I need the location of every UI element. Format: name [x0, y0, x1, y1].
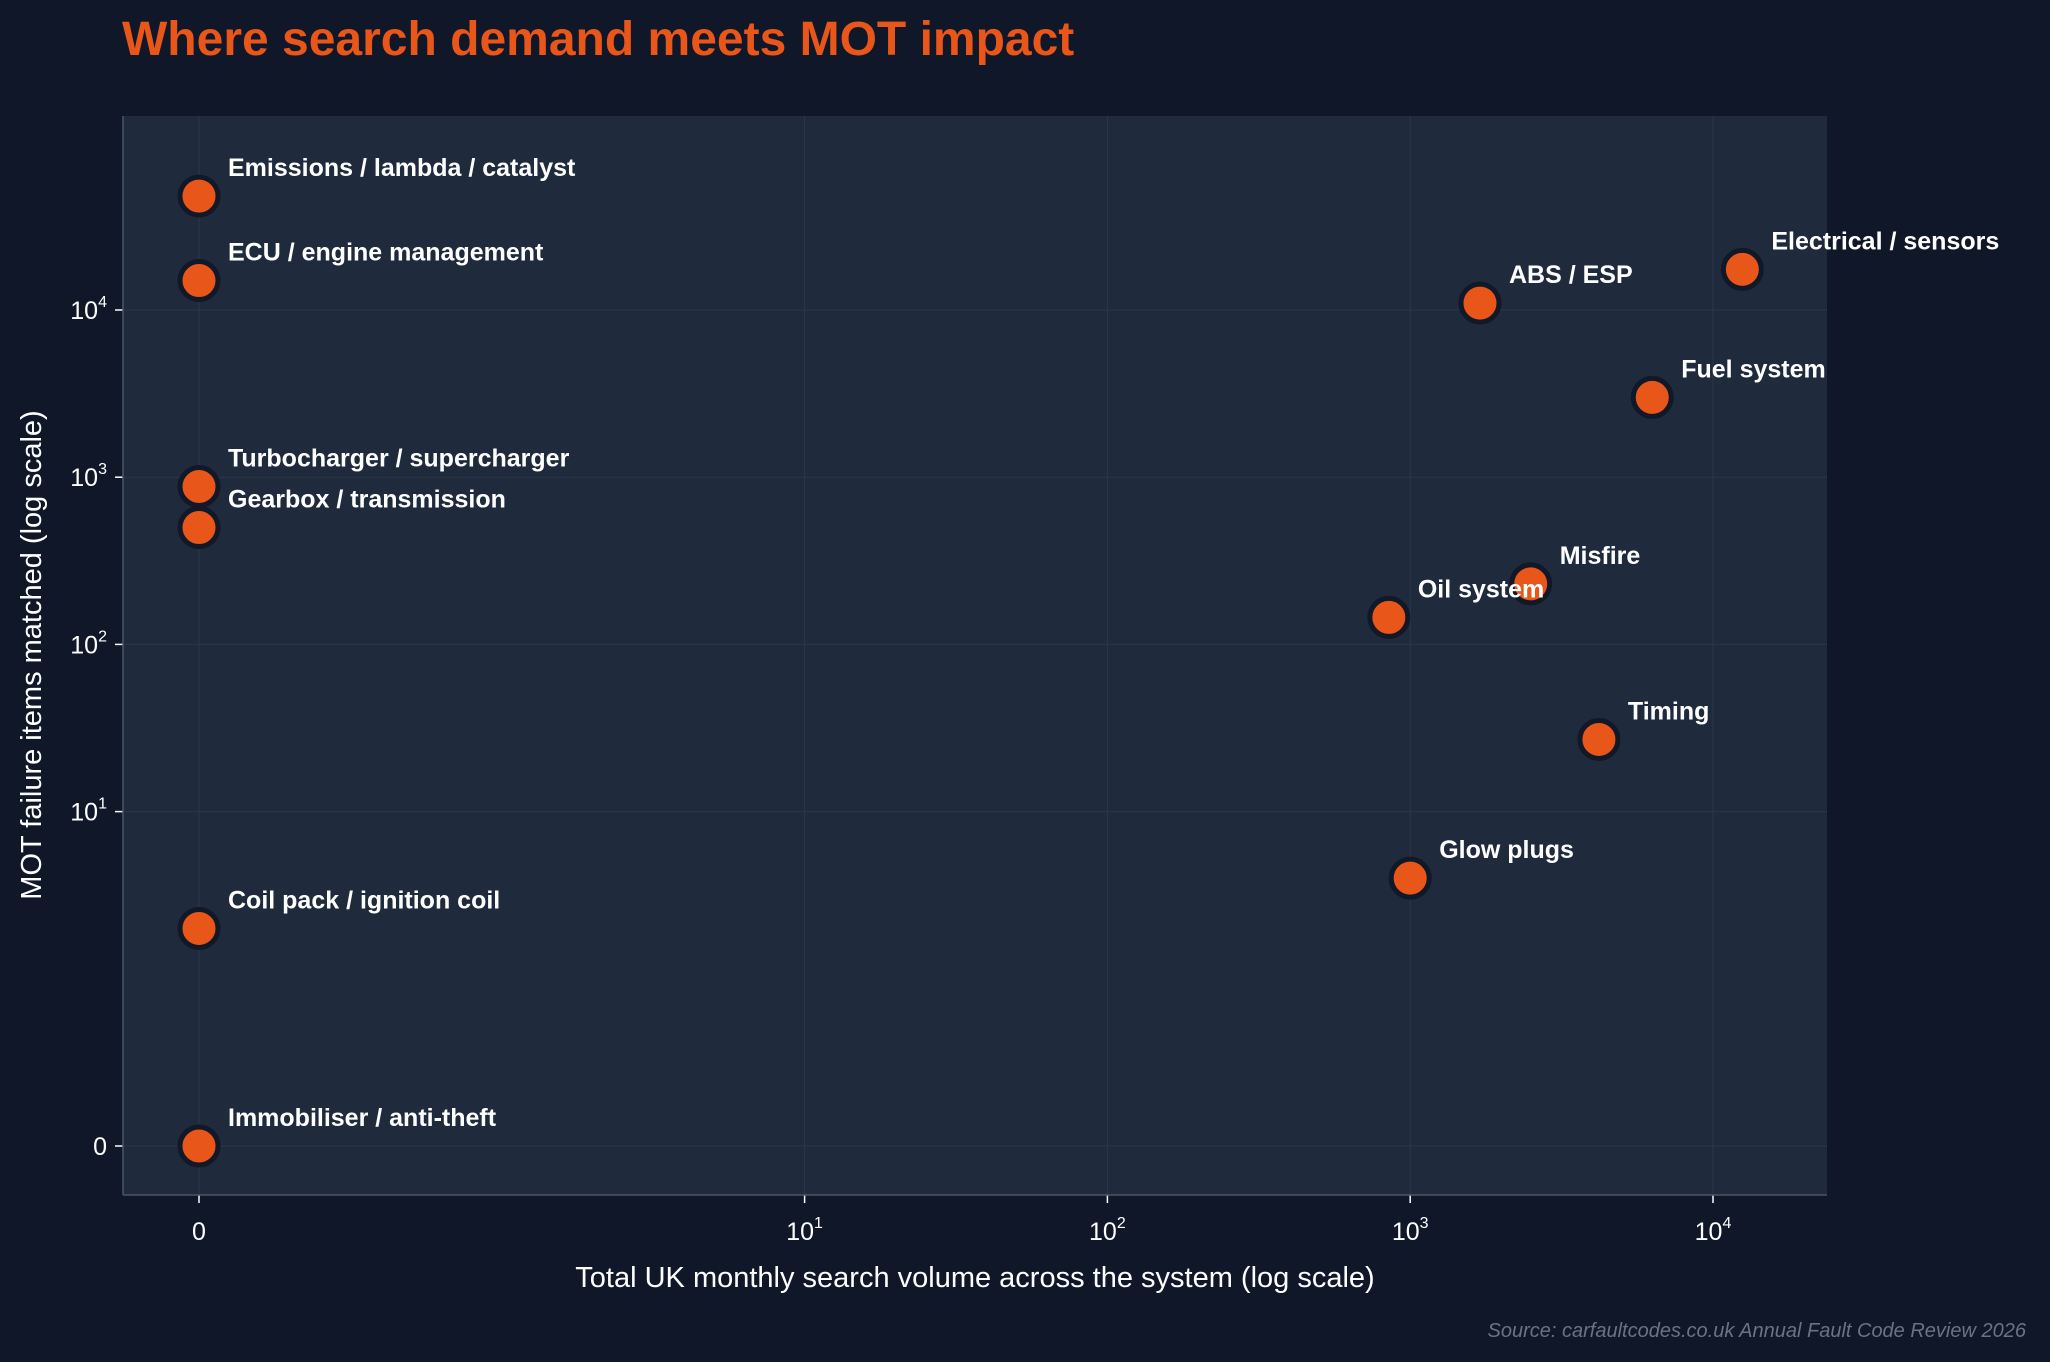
data-point[interactable]	[177, 464, 221, 508]
point-label: Electrical / sensors	[1771, 227, 1999, 255]
point-label: Timing	[1628, 697, 1709, 725]
data-point[interactable]	[1720, 247, 1764, 291]
x-tick-label: 0	[192, 1218, 206, 1246]
data-point[interactable]	[177, 174, 221, 218]
y-tick-label: 102	[70, 628, 107, 659]
data-point[interactable]	[1367, 595, 1411, 639]
point-label: Misfire	[1560, 542, 1641, 570]
plot-area	[123, 116, 1827, 1195]
x-tick-label: 103	[1392, 1215, 1429, 1246]
data-point[interactable]	[1630, 375, 1674, 419]
y-tick-label: 0	[93, 1133, 107, 1161]
data-point[interactable]	[1509, 562, 1553, 606]
point-label: Glow plugs	[1439, 836, 1574, 864]
point-label: Oil system	[1418, 575, 1544, 603]
point-labels: Emissions / lambda / catalyst ECU / engin…	[228, 154, 1999, 1132]
point-label: Emissions / lambda / catalyst	[228, 154, 576, 182]
source-note: Source: carfaultcodes.co.uk Annual Fault…	[1487, 1320, 2026, 1342]
data-point[interactable]	[1388, 856, 1432, 900]
data-point[interactable]	[177, 906, 221, 950]
y-axis-label: MOT failure items matched (log scale)	[16, 410, 48, 899]
y-tick-label: 103	[70, 461, 107, 492]
chart-title: Where search demand meets MOT impact	[122, 13, 1075, 66]
point-label: Fuel system	[1681, 355, 1826, 383]
x-tick-label: 101	[786, 1215, 823, 1246]
y-tick-label: 101	[70, 796, 107, 827]
data-points	[177, 174, 1764, 1168]
data-point[interactable]	[177, 1124, 221, 1168]
point-label: Gearbox / transmission	[228, 486, 506, 514]
x-axis-label: Total UK monthly search volume across th…	[575, 1262, 1374, 1294]
point-label: ABS / ESP	[1509, 261, 1633, 289]
data-point[interactable]	[177, 506, 221, 550]
axes: 0 101 102 103 104 0 101 102 103 104	[70, 116, 1827, 1246]
y-tick-label: 104	[70, 294, 107, 325]
x-tick-label: 102	[1089, 1215, 1126, 1246]
point-label: Immobiliser / anti-theft	[228, 1104, 497, 1132]
point-label: Turbocharger / supercharger	[228, 444, 570, 472]
grid-lines	[123, 116, 1827, 1195]
x-tick-label: 104	[1695, 1215, 1732, 1246]
point-label: Coil pack / ignition coil	[228, 886, 500, 914]
data-point[interactable]	[177, 259, 221, 303]
data-point[interactable]	[1577, 717, 1621, 761]
point-label: ECU / engine management	[228, 239, 544, 267]
data-point[interactable]	[1458, 281, 1502, 325]
